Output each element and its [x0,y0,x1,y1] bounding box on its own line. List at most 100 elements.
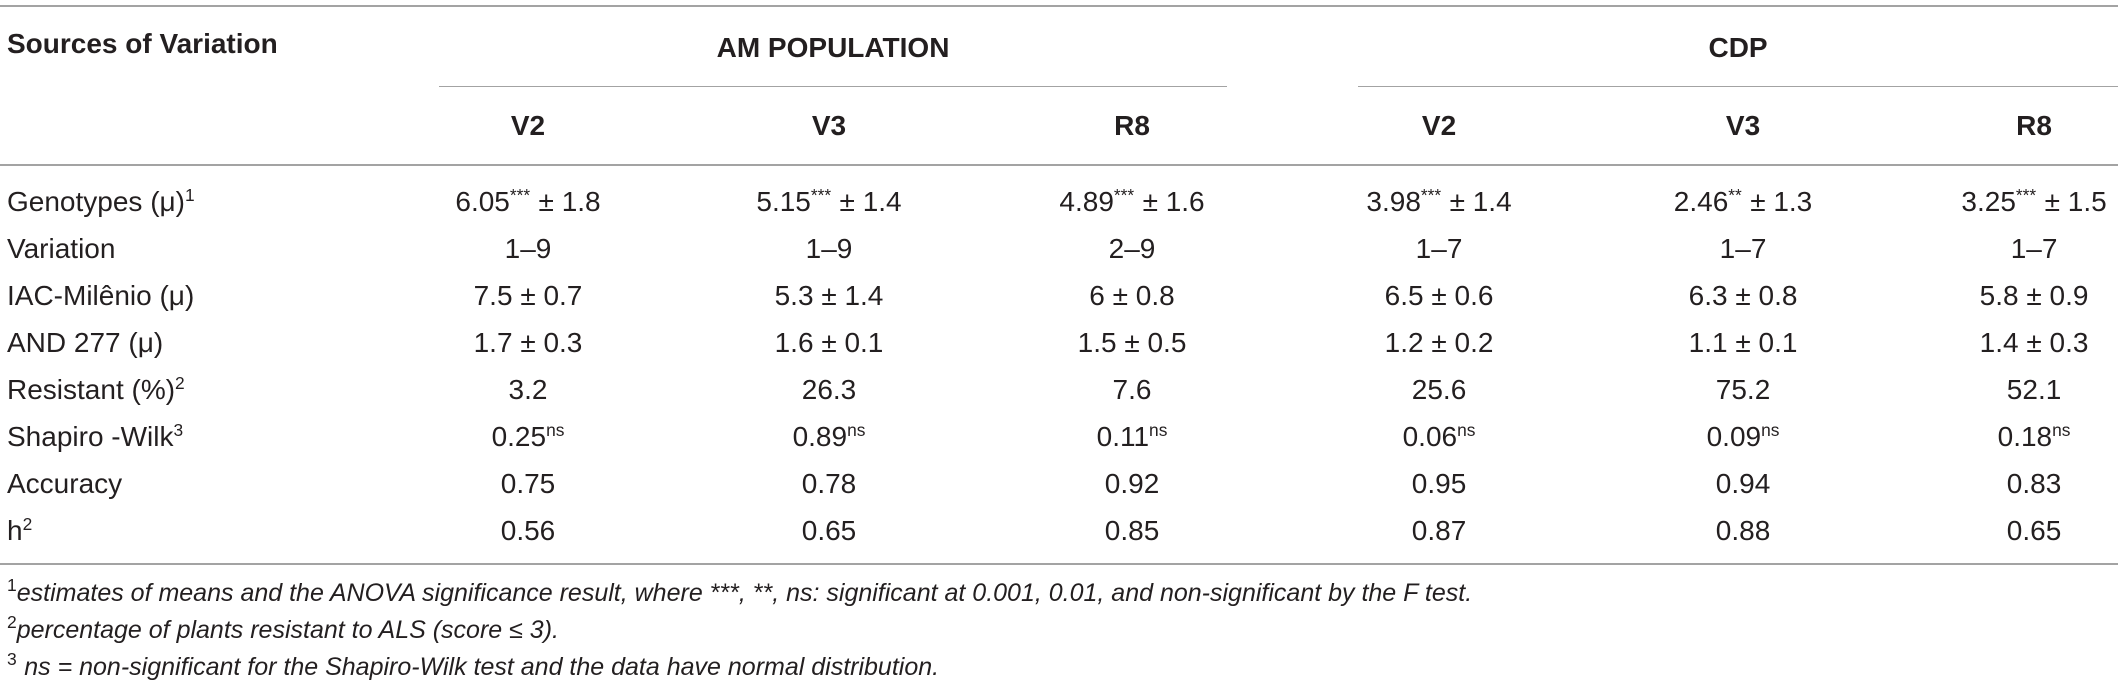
row-label-genotypes: Genotypes (μ)1 [0,165,380,225]
row-label-and-277: AND 277 (μ) [7,327,164,358]
anova-table: Sources of Variation AM POPULATION CDP V… [0,5,2118,565]
cell-am-r8: 0.92 [1104,468,1160,499]
am-population-header-cell: AM POPULATION [380,5,1283,87]
mean-value: 5.15 [756,186,811,217]
table-row-accuracy: Accuracy 0.75 0.78 0.92 0.95 0.94 0.83 [0,460,2118,507]
cell-am-v2: 1.7 ± 0.3 [473,327,583,358]
cell-cdp-r8: 1–7 [2010,233,2058,264]
footnote-marker: 2 [175,372,185,393]
cell-cdp-v2: 6.5 ± 0.6 [1384,280,1494,311]
cell-cdp-r8: 1.4 ± 0.3 [1979,327,2089,358]
significance-marker: ns [2052,419,2071,440]
footnote-marker: 1 [184,184,195,205]
cell-cdp-v3: 2.46** ± 1.3 [1596,165,1890,225]
cell-cdp-r8: 0.65 [1890,507,2118,565]
test-statistic: 0.18 [1997,421,2053,452]
header-cdp-r8: R8 [1890,87,2118,166]
cell-cdp-v3: 75.2 [1715,374,1771,405]
footnote-text: estimates of means and the ANOVA signifi… [16,579,1473,607]
header-row-groups: Sources of Variation AM POPULATION CDP [0,5,2118,87]
sources-of-variation-header: Sources of Variation [0,5,380,87]
cell-cdp-v2: 0.87 [1282,507,1597,565]
cell-am-v3: 0.89ns [676,413,982,460]
cell-cdp-v2: 0.06ns [1282,413,1596,460]
cell-am-r8: 0.85 [982,507,1283,565]
cell-am-v2: 1–9 [504,233,552,264]
cell-am-r8: 1.5 ± 0.5 [1077,327,1187,358]
header-am-r8: R8 [982,87,1283,166]
standard-deviation: ± 1.5 [2044,186,2107,217]
cell-cdp-r8: 3.25*** ± 1.5 [1890,165,2118,225]
footnote-text: percentage of plants resistant to ALS (s… [16,616,559,644]
footnote-mark: 3 [7,649,17,670]
mean-value: 6.05 [455,186,510,217]
cell-am-v3: 1–9 [805,233,853,264]
significance-marker: *** [2015,184,2037,205]
mean-value: 3.98 [1366,186,1421,217]
row-label-shapiro-wilk: Shapiro -Wilk3 [0,413,380,460]
cell-cdp-v2: 1–7 [1415,233,1463,264]
standard-deviation: ± 1.8 [538,186,601,217]
cell-am-v2: 6.05*** ± 1.8 [380,165,676,225]
header-cdp-v3: V3 [1596,87,1891,166]
cell-am-v2: 7.5 ± 0.7 [473,280,583,311]
header-row-stages: V2 V3 R8 V2 V3 R8 [0,87,2118,166]
header-am-v3: V3 [676,87,982,166]
cell-am-r8: 2–9 [1108,233,1156,264]
standard-deviation: ± 1.4 [839,186,902,217]
table-row-resistant: Resistant (%)2 3.2 26.3 7.6 25.6 75.2 52… [0,366,2118,413]
footnote-1: 1estimates of means and the ANOVA signif… [7,575,2107,612]
significance-marker: *** [810,184,832,205]
row-label-text: h [7,515,23,546]
cell-cdp-v3: 6.3 ± 0.8 [1688,280,1798,311]
table-row-and-277: AND 277 (μ) 1.7 ± 0.3 1.6 ± 0.1 1.5 ± 0.… [0,319,2118,366]
cell-am-r8: 0.11ns [982,413,1282,460]
footnote-mark: 2 [7,612,17,633]
footnote-3: 3 ns = non-significant for the Shapiro-Wi… [7,649,2107,686]
significance-marker: ns [1149,419,1168,440]
cell-cdp-v3: 0.09ns [1596,413,1890,460]
significance-marker: ns [847,419,866,440]
cell-cdp-v2: 25.6 [1411,374,1467,405]
cell-cdp-r8: 5.8 ± 0.9 [1979,280,2089,311]
significance-marker: ns [1761,419,1780,440]
significance-marker: *** [1113,184,1135,205]
table-row-variation: Variation 1–9 1–9 2–9 1–7 1–7 1–7 [0,225,2118,272]
cell-am-r8: 4.89*** ± 1.6 [982,165,1282,225]
cell-cdp-v3: 1–7 [1719,233,1767,264]
table-row-iac-milenio: IAC-Milênio (μ) 7.5 ± 0.7 5.3 ± 1.4 6 ± … [0,272,2118,319]
cell-cdp-r8: 0.18ns [1890,413,2118,460]
table-row-heritability: h2 0.56 0.65 0.85 0.87 0.88 0.65 [0,507,2118,565]
row-label-variation: Variation [7,233,116,264]
cell-cdp-r8: 0.83 [2006,468,2062,499]
standard-deviation: ± 1.4 [1449,186,1512,217]
mean-value: 4.89 [1059,186,1114,217]
cell-am-v3: 5.15*** ± 1.4 [676,165,982,225]
standard-deviation: ± 1.6 [1142,186,1205,217]
test-statistic: 0.06 [1402,421,1458,452]
cell-am-v3: 5.3 ± 1.4 [774,280,884,311]
standard-deviation: ± 1.3 [1750,186,1813,217]
row-label-text: Resistant (%) [7,374,176,405]
header-spacer [0,87,380,166]
footnote-text: ns = non-significant for the Shapiro-Wil… [24,653,940,681]
row-label-resistant: Resistant (%)2 [0,366,380,413]
cell-am-v3: 0.65 [676,507,982,565]
header-cdp-v2: V2 [1282,87,1597,166]
cell-am-v2: 0.56 [380,507,676,565]
cell-cdp-v3: 0.94 [1715,468,1771,499]
header-am-v2: V2 [380,87,676,166]
table-row-shapiro-wilk: Shapiro -Wilk3 0.25ns 0.89ns 0.11ns 0.06… [0,413,2118,460]
cell-am-v2: 3.2 [508,374,548,405]
cell-cdp-v2: 3.98*** ± 1.4 [1282,165,1596,225]
row-label-text: Shapiro -Wilk [7,421,174,452]
cell-cdp-v2: 1.2 ± 0.2 [1384,327,1494,358]
footnote-marker: 3 [173,419,184,440]
cell-am-v3: 26.3 [801,374,857,405]
significance-marker: *** [1420,184,1442,205]
row-label-heritability: h2 [0,507,380,565]
mean-value: 3.25 [1961,186,2016,217]
cell-cdp-v3: 1.1 ± 0.1 [1688,327,1798,358]
cell-cdp-v3: 0.88 [1596,507,1891,565]
mean-value: 2.46 [1673,186,1729,217]
